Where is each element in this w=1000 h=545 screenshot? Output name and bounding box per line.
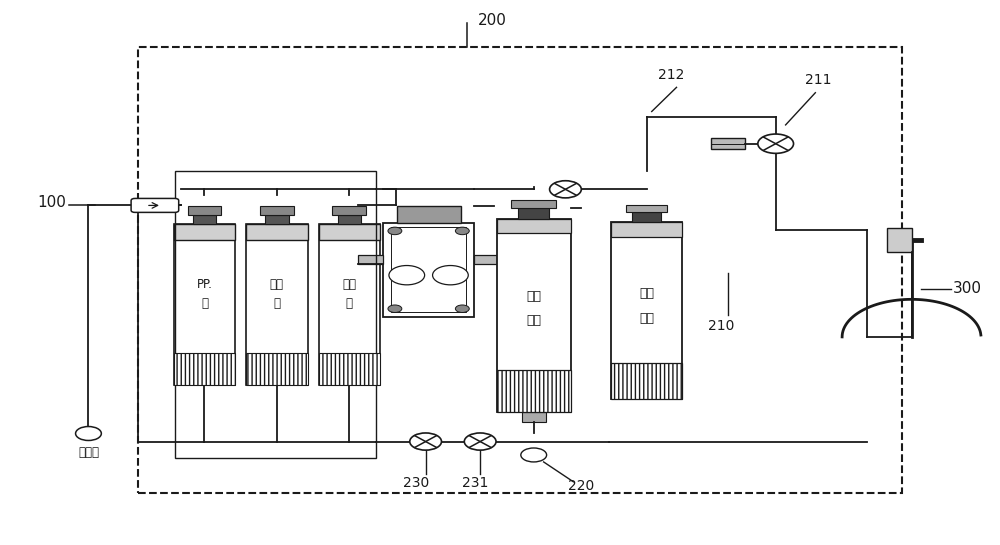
Bar (246, 353, 308, 385)
Circle shape (455, 305, 469, 312)
FancyBboxPatch shape (131, 198, 179, 213)
Bar (522, 412, 546, 422)
Bar (174, 224, 235, 240)
Bar (174, 353, 235, 385)
Bar (188, 207, 221, 215)
Text: 211: 211 (805, 74, 832, 87)
Bar (391, 227, 466, 312)
Bar (626, 205, 667, 212)
Circle shape (758, 134, 794, 153)
Bar (175, 171, 376, 458)
Bar (332, 207, 366, 215)
Bar (611, 363, 682, 398)
Bar (397, 206, 461, 223)
Bar (497, 370, 571, 412)
Text: 炭: 炭 (273, 297, 280, 310)
Circle shape (76, 427, 101, 440)
Text: PP.: PP. (197, 278, 212, 291)
Bar (338, 215, 361, 224)
Bar (319, 224, 380, 385)
Text: 210: 210 (708, 319, 735, 333)
Bar (518, 208, 549, 219)
Circle shape (550, 181, 581, 198)
Circle shape (455, 227, 469, 235)
Text: 透膜: 透膜 (526, 314, 541, 328)
Circle shape (521, 448, 547, 462)
Text: 棉: 棉 (201, 297, 208, 310)
Text: 300: 300 (953, 281, 982, 296)
Bar (497, 219, 571, 233)
Bar (193, 215, 216, 224)
Text: 膜: 膜 (346, 297, 353, 310)
Bar (174, 224, 235, 385)
Circle shape (464, 433, 496, 450)
Circle shape (388, 305, 402, 312)
Bar (246, 224, 308, 385)
Bar (265, 215, 289, 224)
Text: 220: 220 (568, 479, 595, 493)
Bar (383, 223, 474, 317)
Text: 原水口: 原水口 (78, 446, 99, 459)
Text: 滤芯: 滤芯 (639, 312, 654, 325)
Bar (358, 255, 383, 264)
Bar (319, 353, 380, 385)
Circle shape (388, 227, 402, 235)
Text: 活性: 活性 (270, 278, 284, 291)
Circle shape (410, 433, 441, 450)
Text: 200: 200 (478, 13, 507, 28)
Bar (138, 47, 902, 493)
Bar (319, 224, 380, 240)
Text: 复合: 复合 (639, 287, 654, 300)
Bar (711, 138, 745, 149)
Bar (511, 201, 556, 208)
Bar (260, 207, 294, 215)
Text: 231: 231 (462, 476, 488, 490)
Bar (887, 228, 912, 252)
Text: 230: 230 (403, 476, 429, 490)
Text: 反渗: 反渗 (526, 290, 541, 303)
Bar (611, 221, 682, 238)
Bar (497, 219, 571, 412)
Circle shape (389, 265, 425, 285)
Bar (474, 255, 499, 264)
Text: 212: 212 (658, 68, 685, 82)
Text: 100: 100 (37, 195, 66, 210)
Circle shape (433, 265, 468, 285)
Bar (246, 224, 308, 240)
Bar (611, 221, 682, 398)
Text: 超滤: 超滤 (342, 278, 356, 291)
Bar (632, 212, 661, 221)
